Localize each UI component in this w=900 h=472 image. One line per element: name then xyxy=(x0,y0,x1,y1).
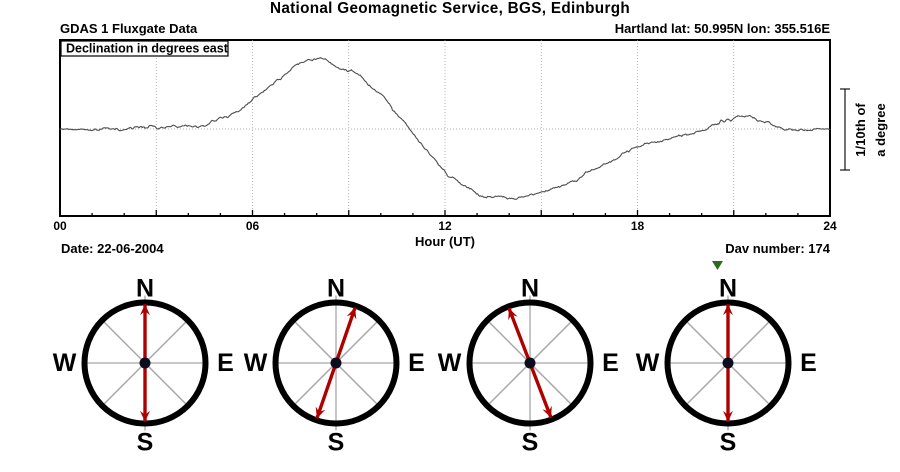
svg-text:W: W xyxy=(636,349,660,377)
svg-text:00: 00 xyxy=(53,219,67,233)
svg-text:W: W xyxy=(438,349,462,377)
svg-text:National Geomagnetic Service,: National Geomagnetic Service, BGS, Edinb… xyxy=(270,0,630,17)
svg-text:S: S xyxy=(328,429,345,457)
svg-text:S: S xyxy=(720,429,737,457)
svg-text:Hour (UT): Hour (UT) xyxy=(415,234,475,249)
svg-text:N: N xyxy=(327,275,345,303)
svg-text:N: N xyxy=(521,275,539,303)
svg-text:GDAS 1 Fluxgate Data: GDAS 1 Fluxgate Data xyxy=(60,21,198,36)
svg-text:W: W xyxy=(53,349,77,377)
svg-text:E: E xyxy=(800,349,817,377)
svg-text:Date: 22-06-2004: Date: 22-06-2004 xyxy=(61,241,164,256)
svg-text:W: W xyxy=(244,349,268,377)
svg-text:Hartland lat: 50.995N lon: 35: Hartland lat: 50.995N lon: 355.516E xyxy=(615,21,831,36)
svg-text:a degree: a degree xyxy=(873,103,888,156)
svg-text:E: E xyxy=(217,349,234,377)
svg-text:S: S xyxy=(522,429,539,457)
svg-text:N: N xyxy=(136,275,154,303)
svg-text:06: 06 xyxy=(246,219,260,233)
svg-text:12: 12 xyxy=(438,219,452,233)
svg-text:24: 24 xyxy=(823,219,837,233)
svg-text:Declination in degrees east: Declination in degrees east xyxy=(66,42,229,56)
svg-text:1/10th of: 1/10th of xyxy=(853,103,868,157)
svg-text:Dav number: 174: Dav number: 174 xyxy=(725,241,831,256)
svg-text:S: S xyxy=(137,429,154,457)
svg-text:E: E xyxy=(602,349,619,377)
svg-text:18: 18 xyxy=(631,219,645,233)
svg-text:E: E xyxy=(408,349,425,377)
svg-text:N: N xyxy=(719,275,737,303)
